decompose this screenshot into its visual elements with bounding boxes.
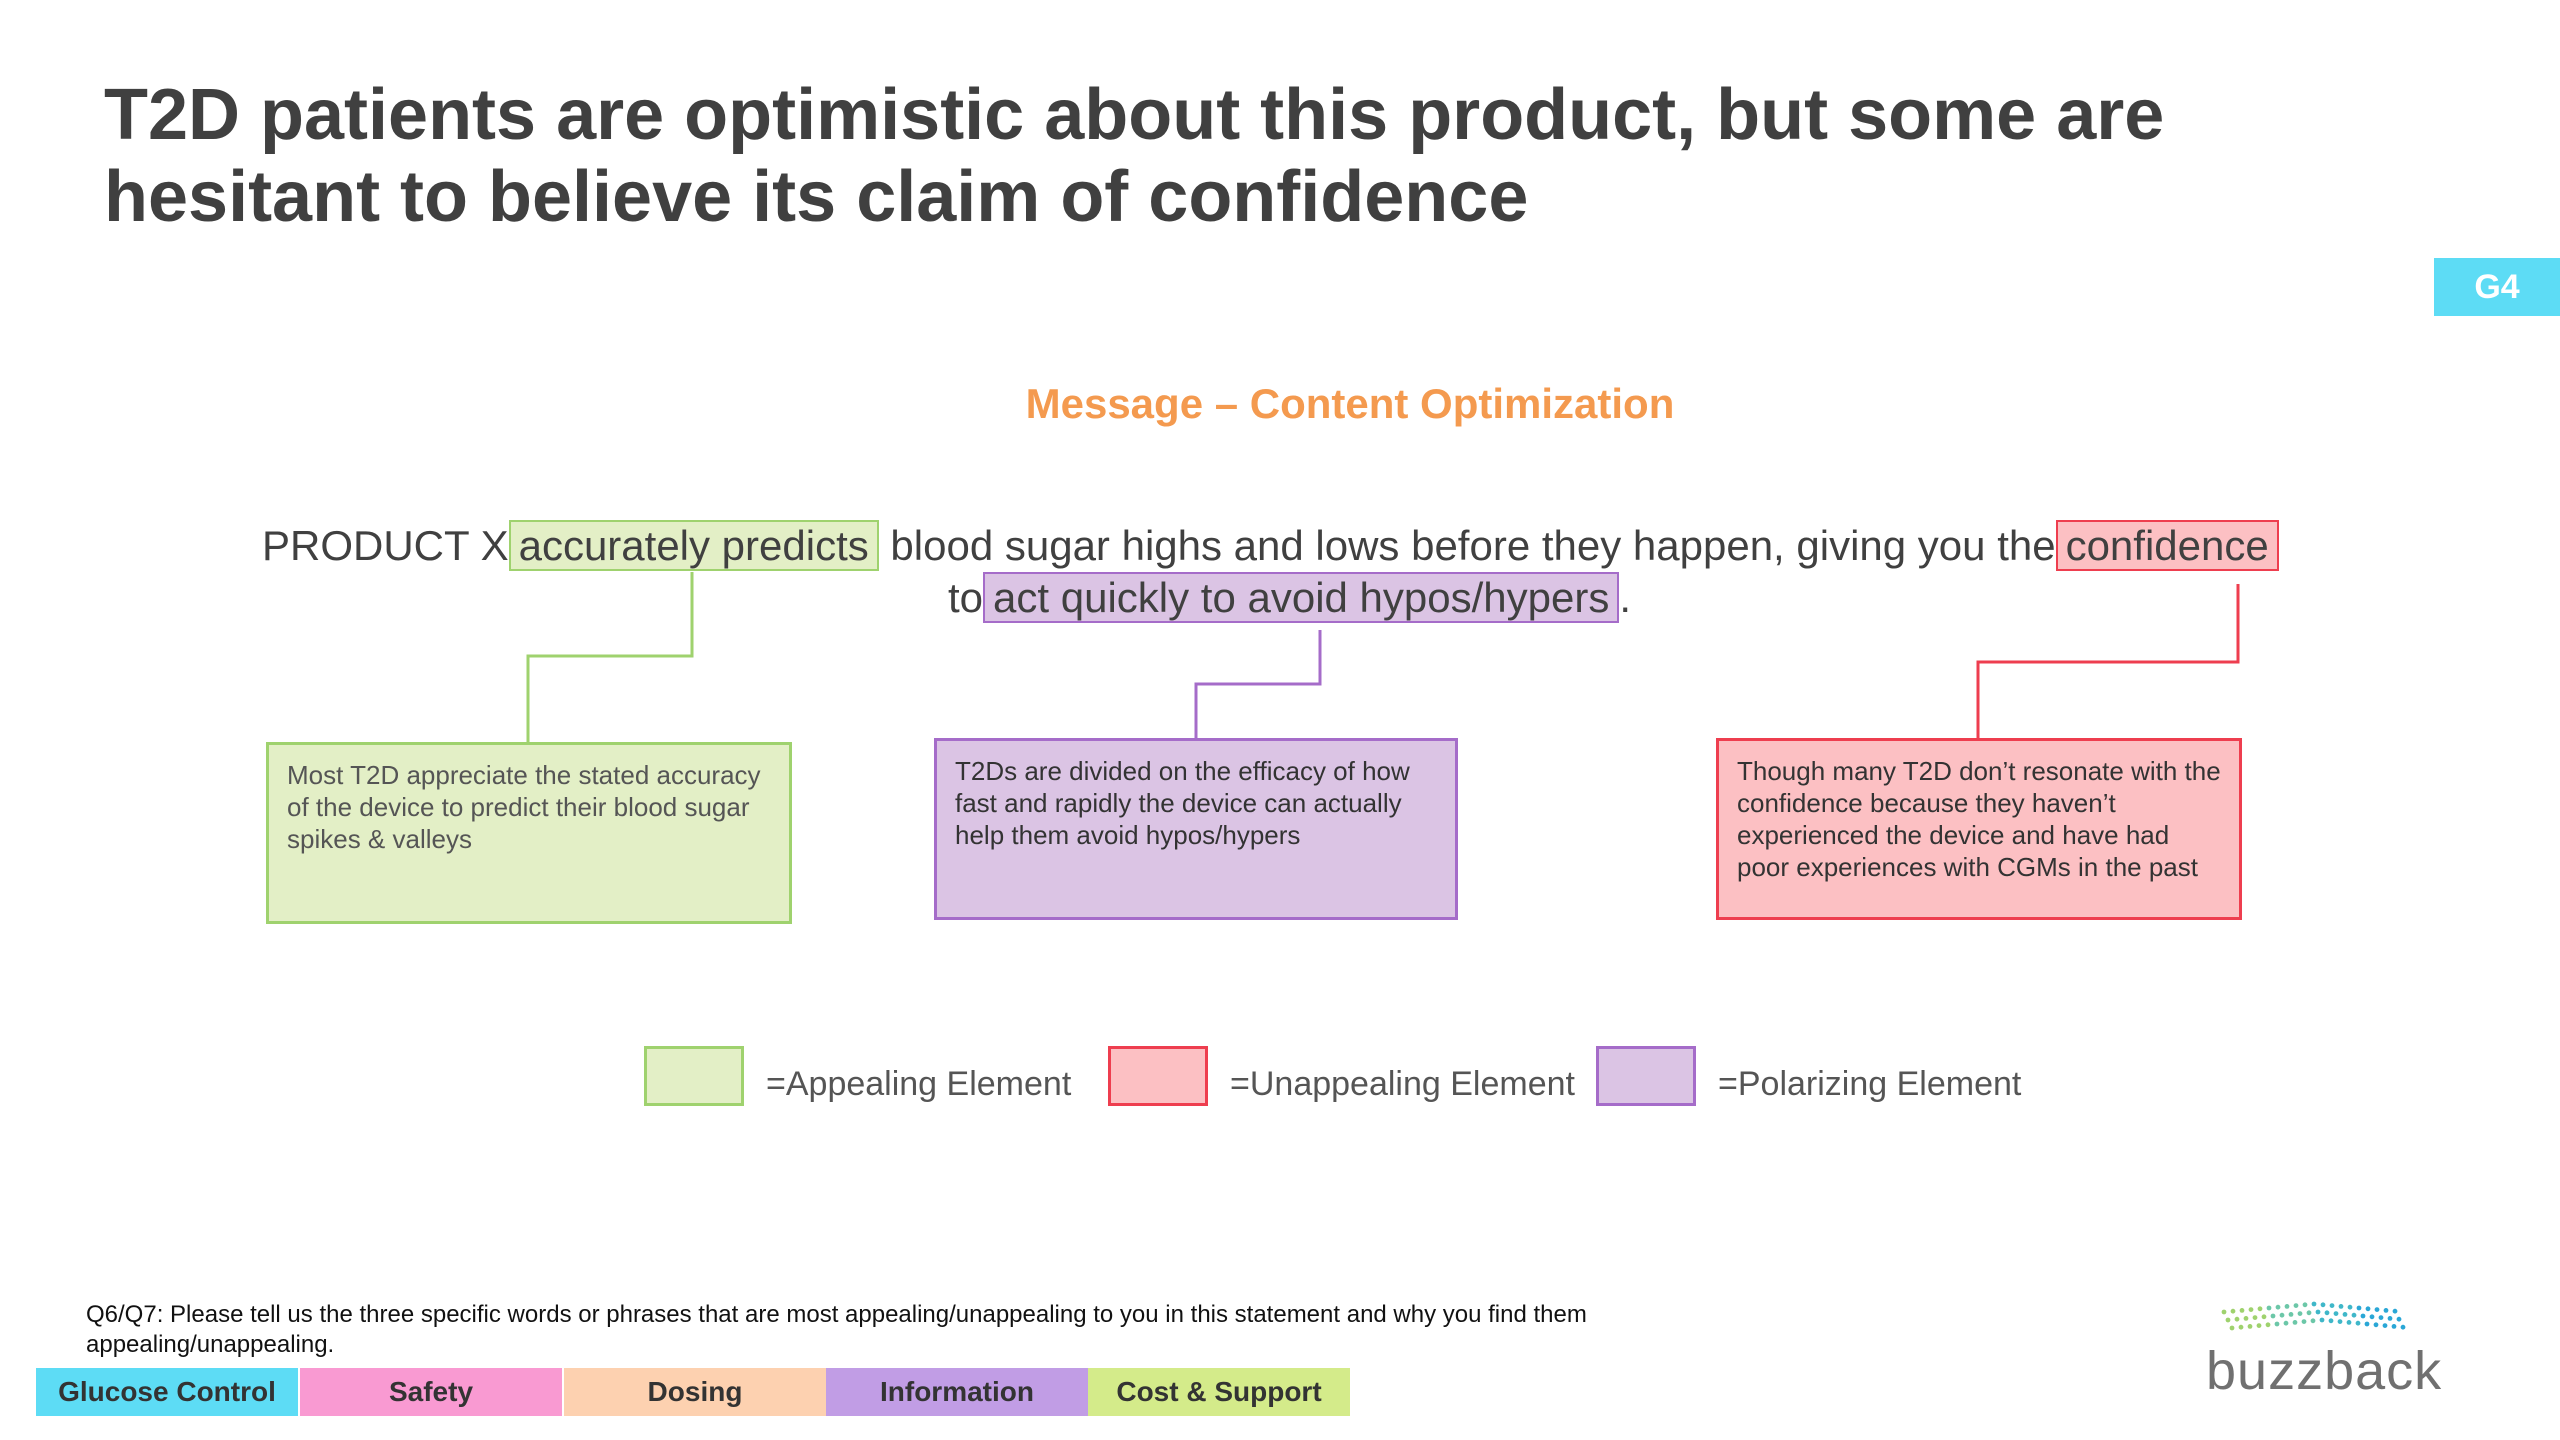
logo-dot (2374, 1307, 2380, 1312)
category-information: Information (826, 1368, 1088, 1416)
logo-dot (2256, 1323, 2262, 1328)
logo-dot (2221, 1309, 2227, 1315)
legend-swatch-polarizing (1596, 1046, 1696, 1106)
slide-tag: G4 (2434, 258, 2560, 316)
logo-dot (2292, 1320, 2298, 1325)
logo-dot (2311, 1301, 2317, 1307)
legend-swatch-appealing (644, 1046, 744, 1106)
logo-dot (2392, 1308, 2398, 1314)
logo-dot (2266, 1305, 2272, 1311)
logo-dot (2234, 1316, 2240, 1322)
logo-dot (2328, 1318, 2334, 1324)
logo-dot (2337, 1319, 2343, 1324)
category-glucose-control: Glucose Control (36, 1368, 298, 1416)
statement-line-2: to act quickly to avoid hypos/hypers. (948, 572, 1631, 624)
logo-dot (2306, 1310, 2312, 1316)
logo-dot (2369, 1314, 2375, 1320)
logo-dot (2247, 1324, 2253, 1329)
logo-dot (2302, 1302, 2308, 1308)
logo-dot (2243, 1316, 2249, 1321)
logo-dot (2338, 1304, 2344, 1309)
statement-text: PRODUCT X (262, 522, 509, 569)
buzzback-logo: buzzback (2206, 1341, 2443, 1401)
logo-dot (2356, 1305, 2362, 1311)
logo-dot (2301, 1319, 2307, 1324)
logo-dot (2275, 1304, 2281, 1310)
logo-dot (2324, 1310, 2330, 1316)
logo-dot (2230, 1308, 2236, 1314)
logo-dot (2320, 1302, 2326, 1308)
logo-dot (2310, 1318, 2316, 1324)
logo-dot (2396, 1316, 2402, 1322)
connector-unappealing (1976, 584, 2240, 738)
logo-dot (2261, 1314, 2267, 1320)
question-text: Q6/Q7: Please tell us the three specific… (86, 1301, 1587, 1358)
statement-text: to (948, 574, 984, 621)
logo-dot (2279, 1312, 2285, 1318)
logo-dot (2257, 1306, 2263, 1312)
highlight-appealing: accurately predicts (508, 520, 879, 571)
logo-dot (2400, 1324, 2406, 1330)
category-dosing: Dosing (564, 1368, 826, 1416)
logo-dot (2265, 1322, 2271, 1328)
statement-text: . (1619, 574, 1632, 621)
statement-text: blood sugar highs and lows before they h… (890, 522, 2056, 569)
slide-subtitle: Message – Content Optimization (1025, 380, 1675, 427)
logo-dot (2329, 1303, 2335, 1308)
logo-dot (2383, 1308, 2389, 1313)
connector-appealing (526, 572, 694, 744)
logo-dot (2391, 1324, 2397, 1329)
callout-appealing: Most T2D appreciate the stated accuracy … (266, 742, 792, 924)
title-line-2: hesitant to believe its claim of confide… (104, 157, 1529, 237)
legend-label-appealing: =Appealing Element (766, 1065, 1072, 1103)
category-safety: Safety (300, 1368, 562, 1416)
legend-swatch-unappealing (1108, 1046, 1208, 1106)
slide-title: T2D patients are optimistic about this p… (104, 74, 2304, 238)
logo-dot (2288, 1312, 2294, 1317)
logo-dot (2364, 1321, 2370, 1327)
logo-dot (2342, 1312, 2348, 1317)
logo-dot (2365, 1306, 2371, 1312)
logo-dot (2225, 1317, 2231, 1323)
logo-dot (2378, 1315, 2384, 1320)
logo-dot (2252, 1315, 2258, 1320)
logo-dot (2382, 1323, 2388, 1328)
logo-dot (2283, 1320, 2289, 1326)
logo-dot (2315, 1309, 2321, 1315)
category-cost-support: Cost & Support (1088, 1368, 1350, 1416)
logo-dot (2346, 1320, 2352, 1325)
logo-dot (2229, 1325, 2235, 1331)
legend-label-polarizing: =Polarizing Element (1718, 1065, 2022, 1103)
buzzback-logo-dots-icon (2221, 1301, 2406, 1331)
logo-dot (2248, 1307, 2254, 1312)
callout-unappealing: Though many T2D don’t resonate with the … (1716, 738, 2242, 920)
logo-dot (2351, 1312, 2357, 1318)
logo-dot (2239, 1308, 2245, 1313)
logo-dot (2274, 1321, 2280, 1327)
logo-dot (2347, 1304, 2353, 1310)
logo-dot (2360, 1313, 2366, 1319)
title-line-1: T2D patients are optimistic about this p… (104, 75, 2165, 155)
logo-dot (2293, 1303, 2299, 1308)
logo-dot (2333, 1311, 2339, 1316)
legend-label-unappealing: =Unappealing Element (1230, 1065, 1575, 1103)
logo-dot (2238, 1324, 2244, 1330)
connector-polarizing (1194, 630, 1322, 738)
callout-polarizing: T2Ds are divided on the efficacy of how … (934, 738, 1458, 920)
logo-dot (2319, 1317, 2325, 1323)
logo-dot (2373, 1322, 2379, 1328)
logo-dot (2297, 1311, 2303, 1316)
highlight-polarizing: act quickly to avoid hypos/hypers (983, 572, 1620, 623)
logo-dot (2284, 1304, 2290, 1309)
logo-dot (2355, 1320, 2361, 1326)
highlight-unappealing: confidence (2055, 520, 2279, 571)
logo-dot (2387, 1316, 2393, 1321)
logo-dot (2270, 1313, 2276, 1319)
